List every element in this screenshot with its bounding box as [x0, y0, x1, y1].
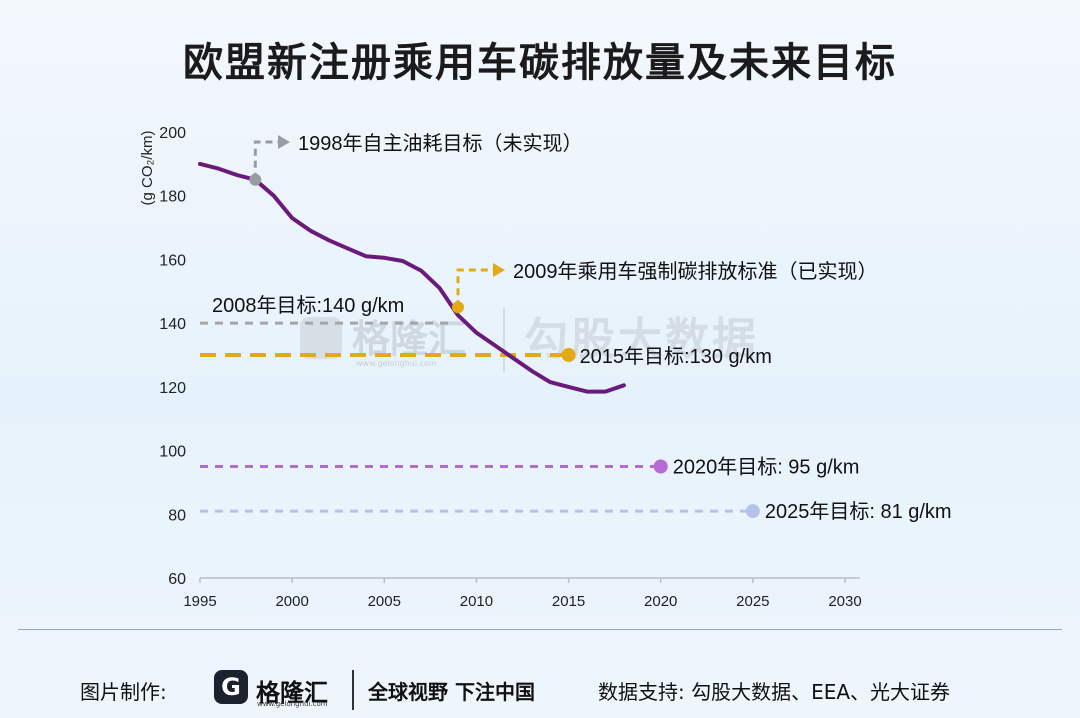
- slogan: 全球视野 下注中国: [368, 680, 535, 704]
- y-tick-label: 60: [168, 571, 186, 588]
- x-tick-label: 2010: [460, 593, 493, 610]
- x-tick-label: 2030: [828, 593, 861, 610]
- annotation-label: 2009年乘用车强制碳排放标准（已实现）: [513, 260, 878, 283]
- annotation-point: [452, 301, 464, 314]
- watermark-logo-icon: [300, 317, 342, 359]
- footer-separator: [352, 670, 354, 710]
- data-source: 数据支持: 勾股大数据、EEA、光大证券: [598, 680, 951, 704]
- target-point: [561, 348, 576, 362]
- made-by-label: 图片制作:: [80, 680, 167, 704]
- y-tick-label: 180: [159, 189, 186, 206]
- y-axis-label: (g CO₂/km): [139, 131, 156, 206]
- y-tick-label: 120: [159, 380, 186, 397]
- target-label: 2008年目标:140 g/km: [212, 294, 404, 317]
- y-tick-label: 80: [168, 507, 186, 524]
- target-label: 2025年目标: 81 g/km: [765, 500, 952, 523]
- brand-logo-icon: G: [214, 670, 248, 704]
- series-line: [198, 161, 626, 394]
- annotation-connector: [456, 268, 497, 308]
- brand-name: 格隆汇: [256, 679, 328, 707]
- annotation-connector: [253, 140, 282, 180]
- chart-title: 欧盟新注册乘用车碳排放量及未来目标: [183, 40, 897, 86]
- x-tick-label: 1995: [183, 593, 216, 610]
- y-tick-label: 100: [159, 444, 186, 461]
- footer: 图片制作: G 格隆汇 www.gelonghui.com 全球视野 下注中国 …: [0, 660, 1080, 710]
- x-tick-label: 2005: [368, 593, 401, 610]
- x-tick-label: 2025: [736, 593, 769, 610]
- annotation-arrowhead: [493, 263, 505, 277]
- annotation-point: [249, 173, 262, 186]
- target-point: [745, 504, 760, 519]
- footer-divider: [18, 629, 1062, 630]
- brand-url: www.gelonghui.com: [257, 700, 328, 708]
- x-tick-label: 2000: [275, 593, 308, 610]
- target-label: 2020年目标: 95 g/km: [673, 456, 860, 479]
- y-tick-label: 140: [159, 316, 186, 333]
- watermark-url: www.gelonghui.com: [356, 359, 437, 368]
- target-label: 2015年目标:130 g/km: [580, 345, 772, 368]
- annotation-arrowhead: [278, 135, 290, 149]
- target-point: [653, 459, 668, 474]
- x-tick-label: 2020: [644, 593, 677, 610]
- annotation-label: 1998年自主油耗目标（未实现）: [298, 132, 583, 155]
- x-tick-label: 2015: [552, 593, 585, 610]
- y-tick-label: 200: [159, 125, 186, 142]
- y-tick-label: 160: [159, 252, 186, 269]
